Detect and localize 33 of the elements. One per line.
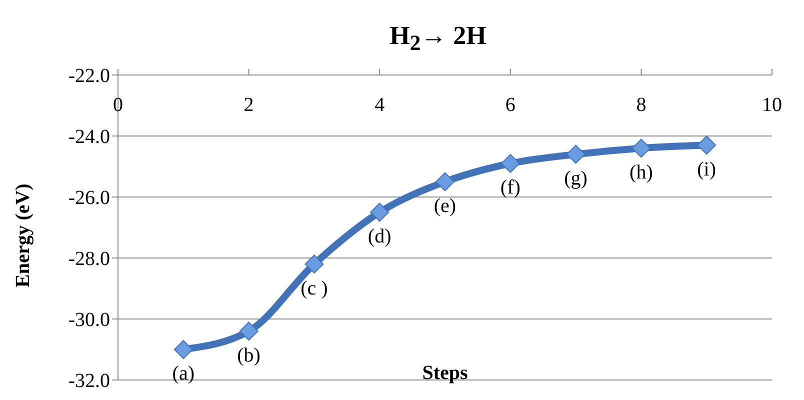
y-tick-label: -32.0: [68, 370, 110, 392]
y-tick-label: -26.0: [68, 187, 110, 210]
point: [239, 322, 258, 341]
y-tick-label: -24.0: [68, 126, 110, 148]
x-tick-label: 0: [113, 94, 123, 116]
x-tick-label: 2: [244, 94, 254, 116]
x-axis-title: Steps: [422, 362, 468, 384]
x-tick-label: 8: [636, 94, 646, 116]
annotation: (b): [237, 344, 260, 366]
x-tick-label: 4: [374, 94, 385, 116]
annotation: (d): [368, 225, 392, 248]
annotation: (c ): [300, 277, 328, 300]
annotation: (g): [564, 168, 588, 190]
point: [500, 154, 520, 173]
point: [566, 144, 586, 164]
point: [632, 138, 651, 158]
x-tick-label: 6: [505, 94, 516, 116]
point: [436, 172, 454, 192]
y-tick-label: -22.0: [68, 65, 110, 88]
y-tick-label: -28.0: [68, 248, 110, 270]
x-tick-label: 10: [762, 94, 782, 116]
y-tick-label: -30.0: [68, 309, 110, 332]
annotation: (a): [172, 362, 194, 385]
point: [370, 202, 390, 222]
annotation: (e): [434, 194, 456, 217]
chart-title: H$_{2}$→ 2H: [388, 20, 488, 58]
annotation: (h): [630, 161, 653, 184]
annotation: (f): [500, 176, 520, 199]
point: [174, 340, 193, 359]
point: [697, 136, 716, 155]
annotation: (i): [697, 158, 716, 180]
point: [304, 254, 324, 274]
y-axis-title: Energy (eV): [12, 184, 34, 288]
